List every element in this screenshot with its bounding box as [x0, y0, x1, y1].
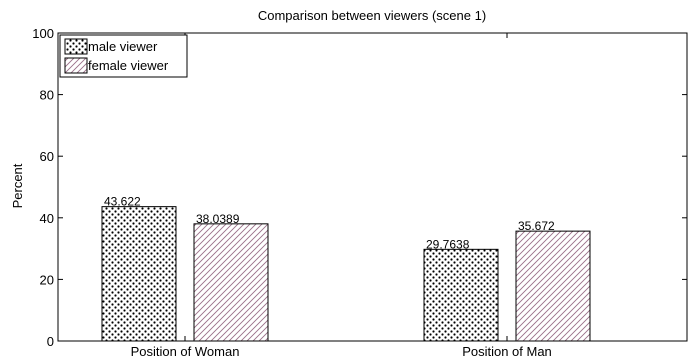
- data-label: 43.622: [104, 195, 141, 209]
- y-tick-label: 60: [40, 149, 54, 164]
- y-tick-label: 40: [40, 211, 54, 226]
- data-label: 29.7638: [426, 237, 470, 251]
- bar-dots: [423, 248, 499, 342]
- data-label: 35.672: [518, 219, 555, 233]
- bar-diagonal-hatch: [515, 230, 591, 342]
- legend-label: female viewer: [88, 58, 169, 73]
- bar-diagonal-hatch: [193, 223, 269, 342]
- legend-swatch: [64, 38, 88, 55]
- legend-swatch: [64, 57, 88, 74]
- x-tick-label: Position of Woman: [131, 344, 240, 358]
- axes-box: [57, 32, 688, 342]
- bar-dots: [101, 206, 177, 342]
- legend-label: male viewer: [88, 39, 158, 54]
- y-tick-label: 0: [47, 334, 54, 349]
- y-tick-label: 80: [40, 88, 54, 103]
- data-label: 38.0389: [196, 212, 240, 226]
- y-axis-label: Percent: [10, 163, 25, 208]
- y-tick-label: 20: [40, 272, 54, 287]
- y-tick-label: 100: [32, 26, 54, 41]
- chart-title: Comparison between viewers (scene 1): [258, 8, 486, 23]
- x-tick-label: Position of Man: [462, 344, 552, 358]
- plot-area: 0 20 40 60 80 100 Position of Woman 43.622 38.03…: [32, 26, 688, 358]
